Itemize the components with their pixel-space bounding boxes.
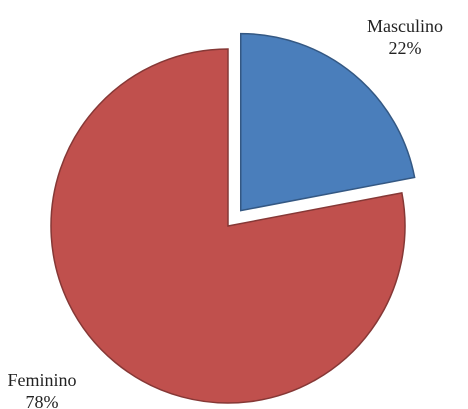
pie-slice (50, 48, 406, 404)
category-label: Masculino (367, 16, 443, 36)
value-label: 78% (26, 392, 59, 409)
category-label: Feminino (7, 370, 76, 390)
pie-slice (239, 32, 416, 212)
value-label: 22% (389, 38, 422, 58)
